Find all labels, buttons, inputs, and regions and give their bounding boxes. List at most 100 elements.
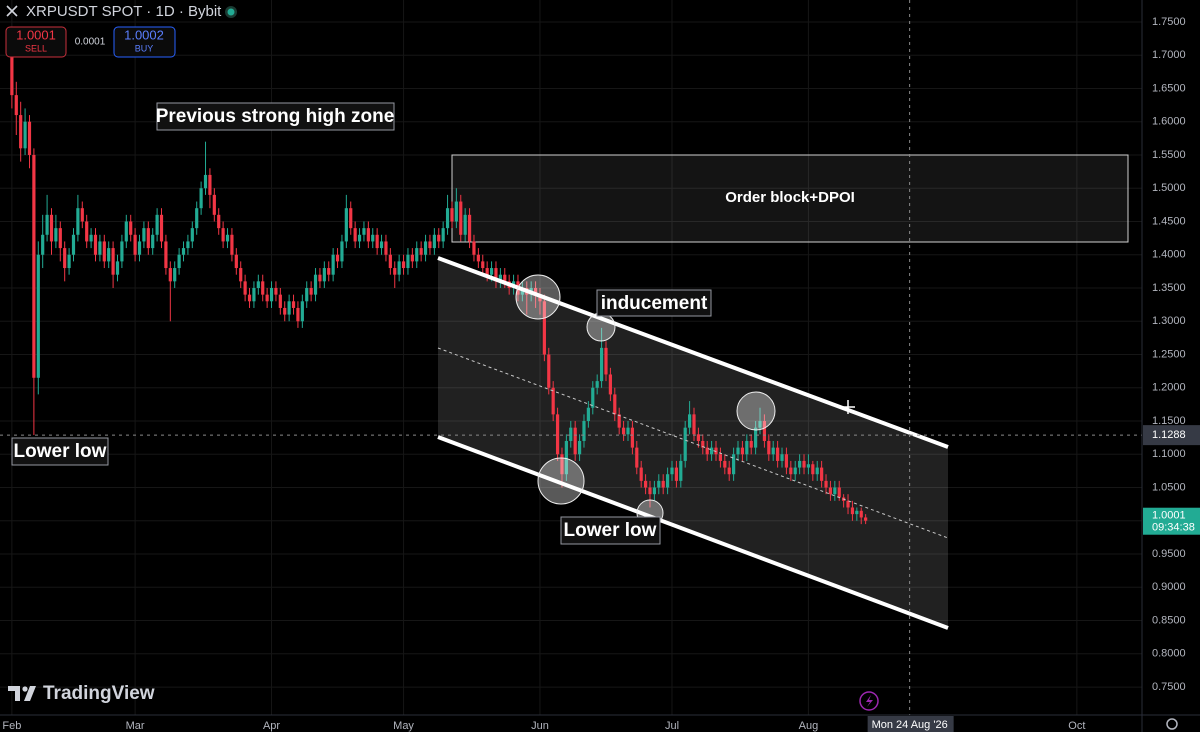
- candle-body: [186, 241, 190, 249]
- candle-body: [806, 464, 811, 468]
- candle-body: [318, 274, 322, 282]
- candle-body: [714, 447, 718, 455]
- marker-circle: [736, 391, 776, 431]
- candle-body: [375, 234, 379, 249]
- candle-body: [547, 354, 551, 388]
- annotation: Lower low: [14, 441, 107, 462]
- buy-button[interactable]: [113, 26, 176, 58]
- cursor: [841, 400, 855, 414]
- candle-body: [745, 440, 749, 455]
- annotation: Order block+DPOI: [725, 189, 855, 206]
- candle-body: [225, 234, 230, 242]
- candle-body: [864, 517, 868, 521]
- alert-icon: [866, 695, 873, 707]
- candle-body: [551, 387, 555, 415]
- y-tick-label: 1.7000: [1152, 49, 1186, 61]
- candle-body: [415, 248, 419, 262]
- candle-body: [784, 454, 789, 468]
- candle-body: [780, 454, 784, 461]
- candle-body: [802, 460, 806, 468]
- y-tick-label: 1.5500: [1152, 149, 1186, 161]
- candle-body: [450, 208, 454, 222]
- candle-body: [824, 480, 828, 488]
- candle-body: [445, 208, 450, 229]
- candle-body: [454, 201, 458, 222]
- y-tick-label: 1.2000: [1152, 382, 1186, 394]
- candle-body: [793, 467, 797, 475]
- candle-body: [467, 214, 472, 242]
- candle-body: [36, 254, 40, 378]
- candle-body: [617, 414, 621, 428]
- candle-body: [789, 467, 793, 475]
- candle-body: [850, 507, 855, 515]
- candle-body: [230, 234, 234, 255]
- candle-body: [49, 214, 54, 242]
- candle-body: [401, 261, 406, 269]
- x-tick-label: Mar: [126, 720, 145, 732]
- candle-body: [776, 447, 780, 461]
- candle-body: [657, 480, 661, 488]
- candle-body: [754, 427, 758, 448]
- candle-body: [252, 287, 256, 302]
- candle-body: [234, 254, 238, 269]
- candle-body: [261, 281, 265, 295]
- candle-body: [582, 421, 586, 441]
- x-tick-label: Jun: [531, 720, 549, 732]
- candle-body: [665, 474, 670, 488]
- settings-icon[interactable]: [1166, 718, 1178, 730]
- candle-body: [41, 234, 45, 255]
- candle-body: [613, 394, 617, 415]
- candle-body: [291, 301, 296, 308]
- candle-body: [393, 268, 397, 275]
- x-tick-label: May: [393, 720, 414, 732]
- candle-body: [151, 234, 155, 249]
- y-tick-label: 1.0500: [1152, 481, 1186, 493]
- candle-body: [335, 254, 340, 262]
- candle-body: [190, 228, 194, 242]
- candle-body: [274, 287, 278, 295]
- candle-body: [159, 214, 164, 242]
- candle-body: [701, 440, 705, 448]
- candle-body: [437, 234, 441, 242]
- candle-body: [102, 241, 106, 262]
- candle-body: [177, 254, 181, 269]
- candle-body: [727, 467, 731, 475]
- candle-body: [859, 510, 863, 518]
- candle-body: [485, 268, 489, 275]
- candle-body: [648, 487, 652, 495]
- buy-price: 1.0002: [124, 27, 164, 42]
- sell-button[interactable]: [5, 26, 67, 58]
- candle-body: [98, 241, 102, 255]
- candle-body: [710, 447, 714, 455]
- candle-body: [265, 294, 269, 302]
- candle-body: [410, 254, 414, 262]
- candle-body: [32, 154, 36, 378]
- candle-body: [428, 241, 432, 249]
- candle-body: [146, 228, 150, 249]
- candle-body: [459, 201, 463, 235]
- candle-body: [195, 208, 199, 229]
- close-icon[interactable]: [6, 5, 18, 17]
- candle-body: [740, 447, 745, 455]
- brand: TradingView: [43, 683, 155, 704]
- candle-body: [406, 254, 410, 269]
- candle-body: [300, 301, 304, 322]
- candle-body: [604, 347, 608, 375]
- alert-icon[interactable]: [859, 691, 879, 711]
- candle-body: [366, 228, 370, 242]
- last-price-box: [1143, 507, 1200, 535]
- candle-body: [89, 234, 93, 242]
- candle-body: [577, 440, 582, 455]
- candle-body: [63, 248, 67, 269]
- candle-body: [718, 454, 723, 461]
- candle-body: [423, 241, 428, 255]
- candle-body: [349, 208, 353, 229]
- candle-body: [643, 480, 648, 488]
- axes: 0.75000.80000.85000.90000.95001.00001.05…: [2, 16, 1200, 732]
- sell-label: SELL: [25, 43, 47, 53]
- candle-body: [481, 261, 485, 269]
- candle-body: [239, 268, 243, 282]
- candle-body: [736, 447, 740, 455]
- marker-circle: [537, 457, 585, 505]
